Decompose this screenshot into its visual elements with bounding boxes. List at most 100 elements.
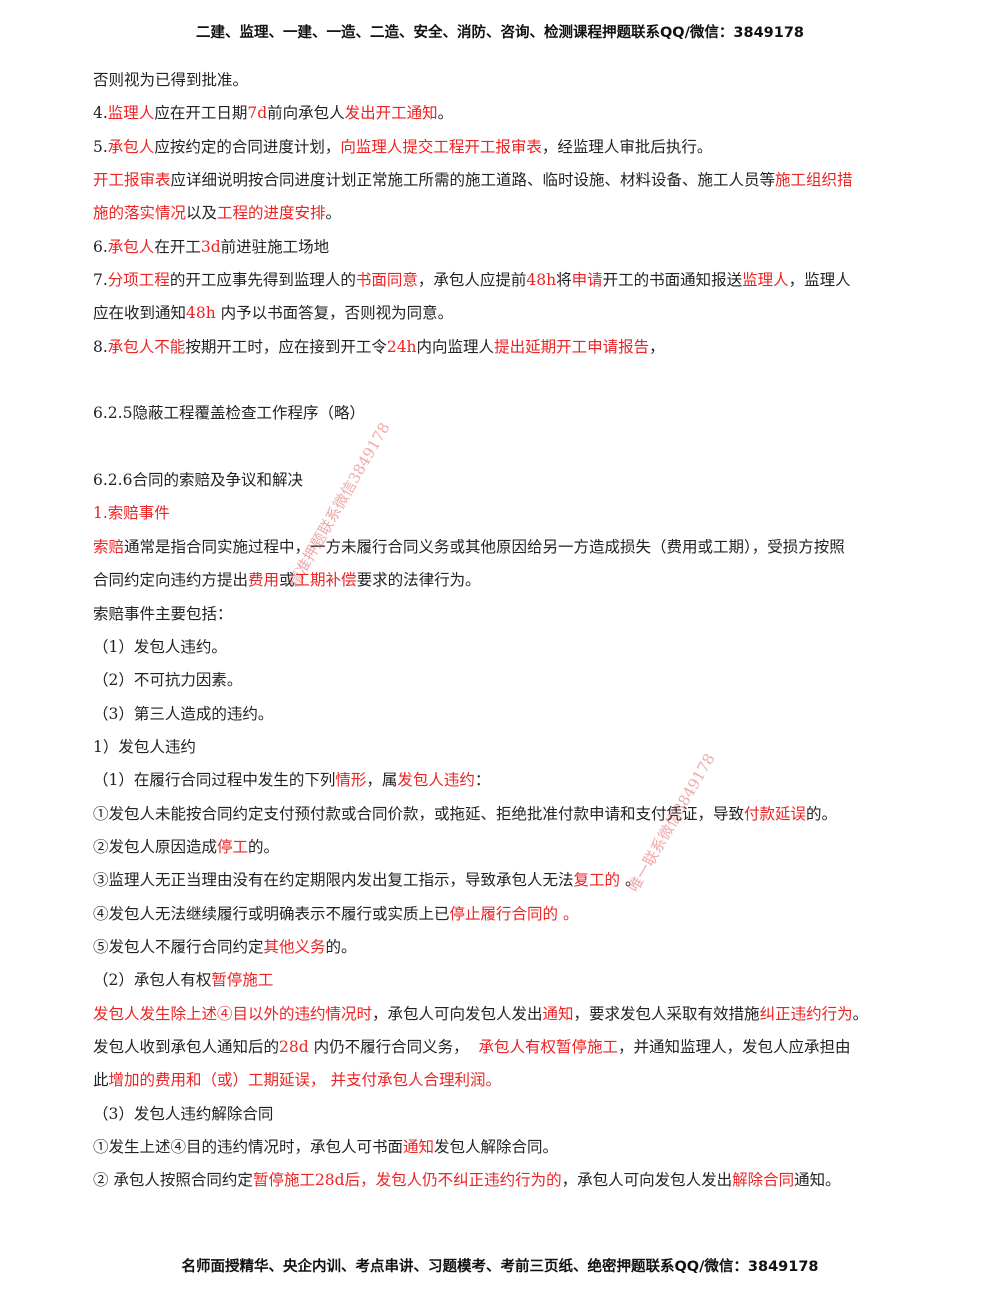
highlighted-text: 暂停施工28d后，发包人仍不纠正违约行为的 bbox=[252, 1171, 562, 1190]
text: 8. bbox=[93, 337, 108, 356]
text: 1）发包人违约 bbox=[93, 737, 196, 756]
blank-line bbox=[93, 364, 953, 397]
text: 合同约定向违约方提出 bbox=[93, 571, 249, 590]
text-line: 施的落实情况以及工程的进度安排。 bbox=[93, 197, 953, 230]
highlighted-text: 48h bbox=[186, 304, 216, 323]
text: 此 bbox=[93, 1071, 109, 1090]
text: 要求的法律行为。 bbox=[356, 571, 481, 590]
text: （3）发包人违约解除合同 bbox=[93, 1104, 274, 1123]
text-line: 此增加的费用和（或）工期延误， 并支付承包人合理利润。 bbox=[93, 1064, 953, 1097]
highlighted-text: 发出开工通知 bbox=[344, 104, 438, 123]
highlighted-text: 通知 bbox=[403, 1138, 435, 1156]
text: ②发包人原因造成 bbox=[93, 837, 218, 856]
text: 前向承包人 bbox=[267, 104, 345, 123]
text: 的开工应事先得到监理人的 bbox=[169, 271, 356, 290]
highlighted-text: 向监理人提交工程开工报审表 bbox=[340, 137, 542, 156]
text: ⑤发包人不履行合同约定 bbox=[93, 937, 264, 956]
highlighted-text: 工期补偿 bbox=[294, 571, 357, 590]
highlighted-text: 承包人有权暂停施工 bbox=[478, 1037, 618, 1056]
highlighted-text: 28d bbox=[279, 1037, 309, 1056]
text-line: 发包人收到承包人通知后的28d 内仍不履行合同义务， 承包人有权暂停施工，并通知… bbox=[93, 1031, 953, 1064]
text-line: ④发包人无法继续履行或明确表示不履行或实质上已停止履行合同的 。 bbox=[93, 898, 953, 931]
text-line: 应在收到通知48h 内予以书面答复，否则视为同意。 bbox=[93, 297, 953, 330]
text: 。 bbox=[325, 204, 342, 223]
text: 内予以书面答复，否则视为同意。 bbox=[215, 304, 454, 323]
blank-line bbox=[93, 431, 953, 464]
text: 6.2.5隐蔽工程覆盖检查工作程序（略） bbox=[93, 404, 365, 423]
highlighted-text: 暂停施工 bbox=[211, 971, 274, 990]
text: 应详细说明按合同进度计划正常施工所需的施工道路、临时设施、材料设备、施工人员等 bbox=[170, 171, 776, 190]
text-line: ② 承包人按照合同约定暂停施工28d后，发包人仍不纠正违约行为的，承包人可向发包… bbox=[93, 1164, 953, 1197]
text: 索赔事件主要包括： bbox=[93, 604, 233, 623]
text: ③监理人无正当理由没有在约定期限内发出复工指示，导致承包人无法 bbox=[93, 871, 574, 890]
highlighted-text: 停止履行合同的 。 bbox=[449, 904, 579, 923]
text-line: 1.索赔事件 bbox=[93, 497, 953, 530]
text-line: ①发生上述④目的违约情况时，承包人可书面通知发包人解除合同。 bbox=[93, 1131, 953, 1164]
text: 内仍不履行合同义务， bbox=[308, 1037, 479, 1056]
document-body: 否则视为已得到批准。 4.监理人应在开工日期7d前向承包人发出开工通知。 5.承包人… bbox=[93, 64, 953, 1198]
text-line: （3）第三人造成的违约。 bbox=[93, 698, 953, 731]
text: ，并通知监理人，发包人应承担由 bbox=[617, 1037, 851, 1056]
text-line: 索赔通常是指合同实施过程中，一方未履行合同义务或其他原因给另一方造成损失（费用或… bbox=[93, 531, 953, 564]
text-line: 4.监理人应在开工日期7d前向承包人发出开工通知。 bbox=[93, 97, 953, 130]
text: 在开工 bbox=[154, 237, 201, 256]
highlighted-text: 分项工程 bbox=[107, 271, 170, 290]
text: 6.2.6合同的索赔及争议和解决 bbox=[93, 471, 303, 490]
text: ，承包人可向发包人发出 bbox=[372, 1004, 543, 1023]
highlighted-text: 通知 bbox=[542, 1004, 574, 1023]
text-line: 合同约定向违约方提出费用或工期补偿要求的法律行为。 bbox=[93, 564, 953, 597]
text: 。 bbox=[620, 871, 641, 890]
text: 。 bbox=[852, 1004, 869, 1023]
text: 的。 bbox=[248, 837, 280, 856]
highlighted-text: 解除合同 bbox=[732, 1171, 795, 1190]
text: 以及 bbox=[186, 204, 218, 223]
text-line: ③监理人无正当理由没有在约定期限内发出复工指示，导致承包人无法复工的 。 bbox=[93, 864, 953, 897]
text: 否则视为已得到批准。 bbox=[93, 71, 249, 89]
text: 按期开工时，应在接到开工令 bbox=[185, 337, 387, 356]
text: 通常是指合同实施过程中，一方未履行合同义务或其他原因给另一方造成损失（费用或工期… bbox=[124, 537, 845, 556]
highlighted-text: 1.索赔事件 bbox=[93, 504, 170, 523]
highlighted-text: 施的落实情况 bbox=[93, 204, 187, 223]
text: 的。 bbox=[325, 937, 357, 956]
text-line: 5.承包人应按约定的合同进度计划，向监理人提交工程开工报审表，经监理人审批后执行… bbox=[93, 131, 953, 164]
text-line: 8.承包人不能按期开工时，应在接到开工令24h内向监理人提出延期开工申请报告， bbox=[93, 331, 953, 364]
text-line: 6.2.5隐蔽工程覆盖检查工作程序（略） bbox=[93, 397, 953, 430]
text-line: ①发包人未能按合同约定支付预付款或合同价款，或拖延、拒绝批准付款申请和支付凭证，… bbox=[93, 798, 953, 831]
text: ，要求发包人采取有效措施 bbox=[573, 1004, 760, 1023]
text: 4. bbox=[93, 104, 108, 123]
highlighted-text: 增加的费用和（或）工期延误， 并支付承包人合理利润。 bbox=[108, 1071, 501, 1090]
text-line: 否则视为已得到批准。 bbox=[93, 64, 953, 97]
text: ， bbox=[649, 337, 665, 356]
text: ，监理人 bbox=[788, 271, 851, 290]
highlighted-text: 费用 bbox=[248, 571, 280, 590]
text-line: ⑤发包人不履行合同约定其他义务的。 bbox=[93, 931, 953, 964]
highlighted-text: 承包人不能 bbox=[107, 337, 186, 356]
highlighted-text: 监理人 bbox=[742, 271, 789, 290]
text: 发包人收到承包人通知后的 bbox=[93, 1037, 280, 1056]
text-line: ②发包人原因造成停工的。 bbox=[93, 831, 953, 864]
text: 将 bbox=[556, 271, 572, 290]
text: （3）第三人造成的违约。 bbox=[93, 704, 274, 723]
text: 应在收到通知 bbox=[93, 304, 187, 323]
text: 6. bbox=[93, 237, 108, 256]
text: ，承包人应提前 bbox=[417, 271, 527, 290]
text-line: 6.2.6合同的索赔及争议和解决 bbox=[93, 464, 953, 497]
highlighted-text: 施工组织措 bbox=[775, 171, 853, 190]
text: 5. bbox=[93, 137, 108, 156]
highlighted-text: 24h bbox=[386, 337, 417, 356]
highlighted-text: 停工 bbox=[217, 837, 249, 856]
highlighted-text: 48h bbox=[526, 271, 557, 290]
text: ② 承包人按照合同约定 bbox=[93, 1171, 253, 1190]
text-line: 开工报审表应详细说明按合同进度计划正常施工所需的施工道路、临时设施、材料设备、施… bbox=[93, 164, 953, 197]
text: 发包人解除合同。 bbox=[434, 1138, 559, 1156]
text: 前进驻施工场地 bbox=[220, 237, 330, 256]
text: 应按约定的合同进度计划， bbox=[154, 137, 341, 156]
text: 7. bbox=[93, 271, 108, 290]
text: 开工的书面通知报送 bbox=[602, 271, 743, 290]
highlighted-text: 开工报审表 bbox=[93, 171, 171, 190]
highlighted-text: 索赔 bbox=[93, 537, 125, 556]
text: （1）发包人违约。 bbox=[93, 637, 227, 656]
text-line: 1）发包人违约 bbox=[93, 731, 953, 764]
highlighted-text: 提出延期开工申请报告 bbox=[494, 337, 650, 356]
text-line: （2）承包人有权暂停施工 bbox=[93, 964, 953, 997]
